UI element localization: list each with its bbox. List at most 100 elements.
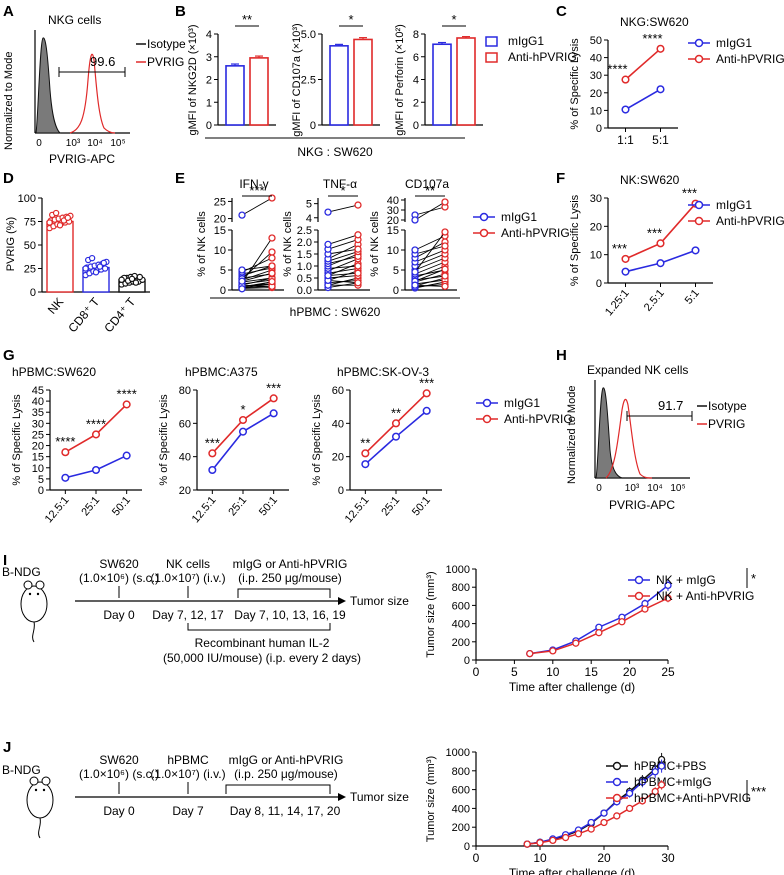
panel-i-event-2-bracket (237, 588, 331, 598)
panel-g1-sig-0: **** (55, 434, 75, 449)
panel-b-B1-bar-1 (249, 57, 269, 126)
panel-e-E2-point-b-18 (354, 231, 362, 239)
panel-g1-ytick-2: 10 (32, 463, 44, 475)
panel-d-point-1-15 (96, 263, 104, 270)
panel-i-ytick-0: 0 (464, 655, 470, 667)
panel-e-E3-pair-line-19 (414, 284, 446, 287)
panel-c-chart: 0 10 20 30 40 50 % of Specific Lysis 1:1 5:1 ****… (569, 15, 784, 147)
panel-i-ytick-2: 400 (452, 619, 470, 631)
panel-i-ytick-5: 1000 (446, 564, 470, 576)
panel-g1-xtick-2: 50:1 (110, 494, 133, 518)
panel-i-ytick-4: 800 (452, 582, 470, 594)
panel-letter-f: F (556, 170, 565, 187)
panel-j-xtick-0: 0 (473, 851, 480, 865)
panel-d-point-0-13 (52, 209, 60, 217)
panel-c-title: NKG:SW620 (620, 15, 689, 29)
panel-g2-series-1-point-1 (238, 415, 248, 425)
panel-f-ytick-3: 30 (590, 193, 602, 205)
panel-e-E3-low-tick-1: 5 (393, 265, 399, 277)
panel-f-xtick-1: 2.5:1 (642, 287, 667, 313)
panel-a-xtick-2: 10⁴ (87, 138, 102, 149)
panel-f-series-1-point-1 (656, 239, 665, 248)
panel-b-B1-bar-0 (225, 65, 245, 126)
panel-i-timeline-arrowhead (338, 597, 346, 605)
panel-g3-series-0-point-0 (361, 460, 370, 469)
panel-b-B3-ytick-3: 6 (413, 52, 419, 64)
panel-b-B1-ytick-0: 0 (206, 120, 212, 132)
panel-d-point-1-16 (100, 259, 108, 267)
panel-j-ylabel: Tumor size (mm³) (425, 756, 437, 842)
panel-i-il2-bracket (187, 623, 331, 631)
panel-e-bottom-label: hPBMC : SW620 (290, 305, 381, 319)
panel-f-series-0-point-2 (691, 246, 700, 255)
panel-e-E1-pair-line-5 (241, 277, 273, 283)
panel-e-E1-point-a-17 (238, 277, 246, 285)
panel-j-legend-label-2: hPBMC+Anti-hPVRIG (634, 791, 751, 805)
panel-g2-xtick-0: 12.5:1 (190, 494, 219, 525)
panel-e-E1-point-b-18 (268, 277, 276, 286)
panel-g1-ytick-1: 5 (38, 474, 44, 486)
panel-j-mouse-label: B-NDG (2, 763, 41, 777)
panel-e-E2-pair-line-16 (327, 279, 359, 284)
panel-f-sig-2: *** (682, 186, 697, 201)
panel-i-xtick-4: 20 (623, 665, 637, 679)
panel-d-ytick-2: 50 (24, 240, 36, 252)
panel-e-E2-pair-line-8 (327, 265, 359, 269)
panel-a-xtick-0: 0 (36, 138, 42, 149)
panel-g-skov3-chart: 0 20 40 60 % of Specific Lysis 12.5:1 25:1 50:1… (311, 365, 442, 525)
panel-e-E3-point-b-4 (441, 272, 449, 280)
panel-g3-series-1-point-0 (361, 449, 370, 458)
panel-e-E3-low-tick-3: 15 (387, 225, 399, 237)
panel-g2-series-1-point-2 (269, 394, 278, 403)
panel-i-schematic: B-NDG Tumor size SW620 (1.0×10⁶) (s.c.) … (2, 557, 409, 665)
panel-g1-series-1-point-1 (91, 430, 101, 439)
panel-e-E3-high-tick-1: 30 (387, 205, 399, 217)
panel-j-end-label: Tumor size (350, 790, 409, 804)
panel-f-legend-label-1: Anti-hPVRIG (716, 214, 784, 228)
panel-e-E1-high-tick-1: 25 (214, 196, 226, 208)
panel-a-percent: 99.6 (90, 54, 115, 69)
panel-e-E2-pair-line-11 (327, 251, 359, 262)
panel-j-series-2-point-3 (561, 833, 570, 842)
panel-j-series-2-point-8 (625, 804, 634, 813)
panel-b-B2-bar-0 (329, 45, 349, 126)
panel-c-series-1-point-0 (621, 75, 630, 84)
panel-d-point-1-17 (82, 265, 89, 272)
panel-e-E3-pair-line-18 (414, 201, 446, 221)
panel-h-xtick-1: 10³ (625, 483, 640, 494)
panel-e-E2-pair-line-14 (327, 239, 359, 250)
panel-e-legend: mIgG1 Anti-hPVRIG (473, 210, 570, 240)
panel-a-legend-pvrig: PVRIG (147, 55, 184, 69)
panel-d-xtick-0: NK (45, 295, 66, 317)
panel-g1-sig-2: **** (117, 386, 137, 401)
panel-e-E2-pair-line-7 (327, 258, 359, 272)
panel-e-E2-point-b-13 (354, 245, 362, 253)
panel-i-event-0-top1: SW620 (99, 557, 139, 571)
panel-f-legend-label-0: mIgG1 (716, 198, 752, 212)
panel-g1-xtick-1: 25:1 (79, 494, 102, 518)
panel-g3-ytick-2: 40 (332, 418, 344, 430)
panel-f-ylabel: % of Specific Lysis (569, 194, 581, 286)
panel-j-event-1-top2: (1.0×10⁷) (i.v.) (150, 767, 225, 781)
panel-g1-series-1-point-2 (122, 400, 131, 409)
panel-g1-title: hPBMC:SW620 (12, 365, 96, 379)
panel-j-series-1-point-5 (587, 818, 595, 827)
panel-i-xtick-1: 5 (511, 665, 518, 679)
panel-g-legend-marker-1 (482, 414, 492, 424)
panel-e-tnfa-chart: 0.00.51.01.52.02.54 5 % of NK cells TNF-α* (282, 177, 370, 297)
panel-g2-ytick-3: 80 (179, 385, 191, 397)
panel-h-histogram: Expanded NK cells Normalized to Mode 91.… (566, 363, 747, 512)
panel-e-E2-point-b-8 (354, 262, 362, 270)
panel-e-E1-pair-line-18 (241, 281, 273, 290)
panel-e-E2-point-b-16 (354, 279, 362, 287)
panel-j-xtick-3: 30 (661, 851, 675, 865)
panel-g1-ytick-0: 0 (38, 485, 44, 497)
panel-e-E2-ylabel: % of NK cells (282, 211, 294, 277)
panel-j-legend-marker-0 (612, 761, 622, 771)
panel-d-xtick-2: CD4⁺ T (101, 294, 138, 335)
panel-i-end-label: Tumor size (350, 594, 409, 608)
panel-d-ylabel: PVRIG (%) (5, 217, 17, 271)
panel-g1-ylabel: % of Specific Lysis (11, 394, 23, 486)
panel-e-E3-point-b-18 (441, 198, 449, 206)
